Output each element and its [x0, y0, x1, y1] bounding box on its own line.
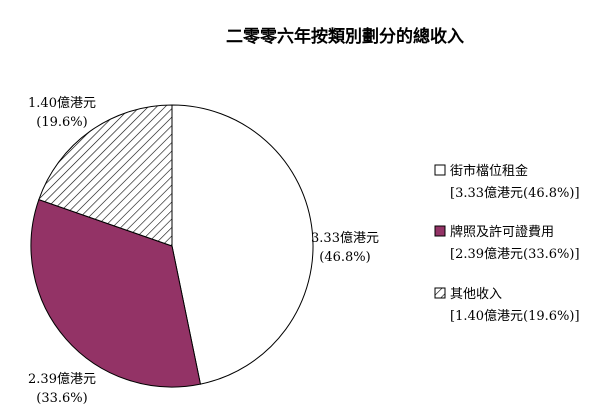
legend-licence-fees-swatch — [434, 225, 446, 237]
slice-licence-fees-amount-label: 2.39億港元 — [28, 371, 96, 387]
pie-slices — [30, 104, 314, 388]
legend-stall-rental-detail: [3.33億港元(46.8%)] — [450, 185, 580, 201]
slice-other-income — [38, 104, 173, 247]
legend-stall-rental-swatch — [434, 164, 446, 176]
legend-other-income-name: 其他收入 — [450, 287, 502, 302]
slice-stall-rental — [171, 104, 314, 385]
legend-stall-rental-name: 街市檔位租金 — [450, 163, 528, 179]
slice-stall-rental-amount-label: 3.33億港元 — [311, 230, 379, 246]
slice-licence-fees — [30, 198, 202, 388]
slice-other-income-percent-label: (19.6%) — [36, 115, 87, 130]
legend-other-income-detail: [1.40億港元(19.6%)] — [450, 308, 580, 324]
slice-labels: 3.33億港元 (46.8%) 2.39億港元 (33.6%) 1.40億港元 (19.6… — [28, 95, 379, 406]
legend-licence-fees-detail: [2.39億港元(33.6%)] — [450, 246, 580, 262]
chart-title: 二零零六年按類別劃分的總收入 — [226, 26, 464, 47]
legend: 街市檔位租金 [3.33億港元(46.8%)] 牌照及許可證費用 [2.39億港元(3… — [434, 163, 580, 324]
slice-other-income-amount-label: 1.40億港元 — [28, 95, 96, 111]
legend-licence-fees-name: 牌照及許可證費用 — [450, 224, 554, 240]
slice-licence-fees-percent-label: (33.6%) — [36, 391, 87, 406]
slice-stall-rental-percent-label: (46.8%) — [319, 250, 370, 265]
legend-other-income-swatch — [434, 287, 446, 299]
